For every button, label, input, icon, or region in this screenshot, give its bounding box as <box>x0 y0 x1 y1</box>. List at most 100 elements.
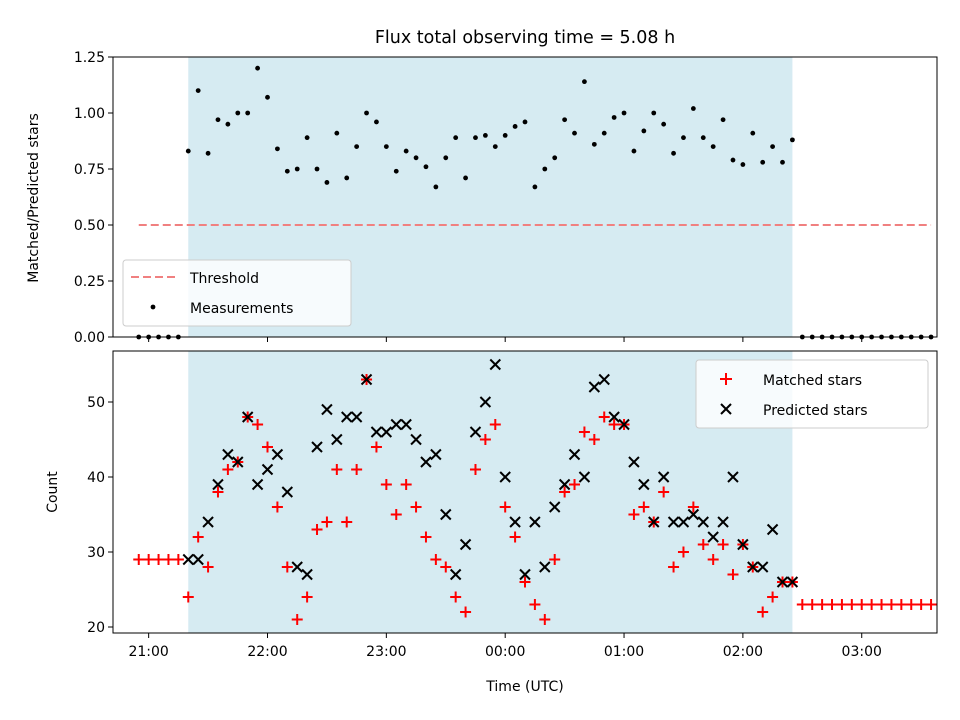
measurement-point <box>750 130 756 136</box>
measurement-point <box>433 184 439 190</box>
matched-star-point <box>529 599 541 610</box>
matched-star-point <box>796 599 808 610</box>
measurement-point <box>225 121 231 127</box>
predicted-star-point <box>707 531 719 543</box>
matched-star-point <box>499 501 511 513</box>
predicted-star-point <box>192 553 204 566</box>
matched-star-point <box>519 576 531 588</box>
predicted-star-point <box>331 433 343 446</box>
x-tick-label: 03:00 <box>842 644 882 660</box>
bottom-legend-box <box>695 359 929 429</box>
measurement-point <box>374 119 379 125</box>
matched-star-point <box>915 599 927 610</box>
matched-star-point <box>192 531 204 543</box>
predicted-star-point <box>618 418 630 431</box>
bottom-panel: 20 30 40 50 21:00 22:00 23:00 00:00 01:00 02:00 0… <box>45 350 938 695</box>
matched-star-point <box>509 531 521 543</box>
matched-star-point <box>460 606 472 618</box>
matched-star-point <box>866 599 878 610</box>
measurement-point <box>344 175 350 181</box>
matched-star-point <box>925 599 937 610</box>
predicted-star-point <box>390 418 402 431</box>
measurement-point <box>473 135 478 141</box>
measurement-point <box>393 168 399 174</box>
matched-star-point <box>826 599 838 610</box>
predicted-star-point <box>657 471 670 483</box>
predicted-star-point <box>588 381 601 393</box>
predicted-star-point <box>766 523 779 536</box>
matched-star-point <box>638 501 650 513</box>
matched-star-point <box>172 554 184 565</box>
matched-star-point <box>380 479 392 490</box>
matched-star-point <box>539 614 551 625</box>
measurements-legend-label: Measurements <box>190 301 293 317</box>
predicted-star-point <box>756 561 769 573</box>
predicted-star-point <box>430 448 442 461</box>
predicted-star-point <box>281 486 294 498</box>
measurement-point <box>760 159 766 165</box>
matched-legend-label: Matched stars <box>763 373 862 389</box>
top-legend: Threshold Measurements <box>122 259 352 327</box>
predicted-star-point <box>499 471 511 483</box>
top-y-tick-label: 0.00 <box>74 330 105 346</box>
predicted-star-point <box>222 448 234 461</box>
predicted-star-point <box>291 561 303 573</box>
predicted-star-point <box>747 561 759 573</box>
measurement-point <box>413 155 419 161</box>
matched-star-point <box>390 509 402 520</box>
matched-star-point <box>836 599 848 610</box>
predicted-star-point <box>697 516 709 528</box>
matched-star-point <box>252 419 264 430</box>
predicted-star-point <box>251 478 264 491</box>
measurement-point <box>720 117 726 123</box>
x-tick-label: 01:00 <box>604 644 644 660</box>
matched-star-point <box>578 426 590 438</box>
predicted-star-point <box>677 516 690 528</box>
measurement-point <box>512 124 518 129</box>
predicted-star-point <box>558 478 571 491</box>
top-y-tick-label: 0.25 <box>74 274 105 290</box>
matched-star-point <box>806 599 818 610</box>
matched-star-point <box>202 561 214 573</box>
predicted-star-point <box>737 538 749 551</box>
matched-star-point <box>469 464 481 475</box>
matched-star-point <box>479 434 491 445</box>
measurement-point <box>463 175 468 181</box>
measurement-point <box>423 164 429 170</box>
matched-star-point <box>905 599 917 610</box>
measurement-point <box>403 148 409 154</box>
bottom-y-axis-label: Count <box>45 471 61 513</box>
predicted-star-point <box>529 516 541 528</box>
matched-star-point <box>757 606 769 618</box>
threshold-legend-label: Threshold <box>189 271 259 287</box>
predicted-star-point <box>727 471 739 483</box>
measurement-point <box>245 110 251 116</box>
measurement-point <box>690 106 696 111</box>
chart-title: Flux total observing time = 5.08 h <box>375 28 675 48</box>
matched-star-point <box>885 599 897 610</box>
predicted-star-point <box>271 448 284 461</box>
measurement-point <box>324 180 330 185</box>
predicted-star-point <box>182 553 194 566</box>
matched-star-point <box>687 501 699 513</box>
predicted-star-point <box>776 576 789 588</box>
matched-star-point <box>767 591 779 603</box>
predicted-star-point <box>519 568 531 581</box>
bottom-y-tick-label: 30 <box>87 545 105 561</box>
predicted-star-point <box>459 538 472 551</box>
matched-star-point <box>598 411 610 423</box>
measurement-points <box>136 65 934 340</box>
matched-star-point <box>321 516 333 528</box>
measurement-point <box>265 94 270 100</box>
matched-star-point <box>856 599 868 610</box>
predicted-stars-points <box>182 358 799 588</box>
bottom-y-ticks: 20 30 40 50 <box>87 395 113 636</box>
matched-star-point <box>816 599 828 610</box>
predicted-star-point <box>509 516 521 528</box>
predicted-star-point <box>350 411 363 423</box>
measurement-point <box>314 166 320 172</box>
predicted-star-point <box>321 403 333 416</box>
measurement-point <box>532 184 538 190</box>
matched-star-point <box>846 599 858 610</box>
